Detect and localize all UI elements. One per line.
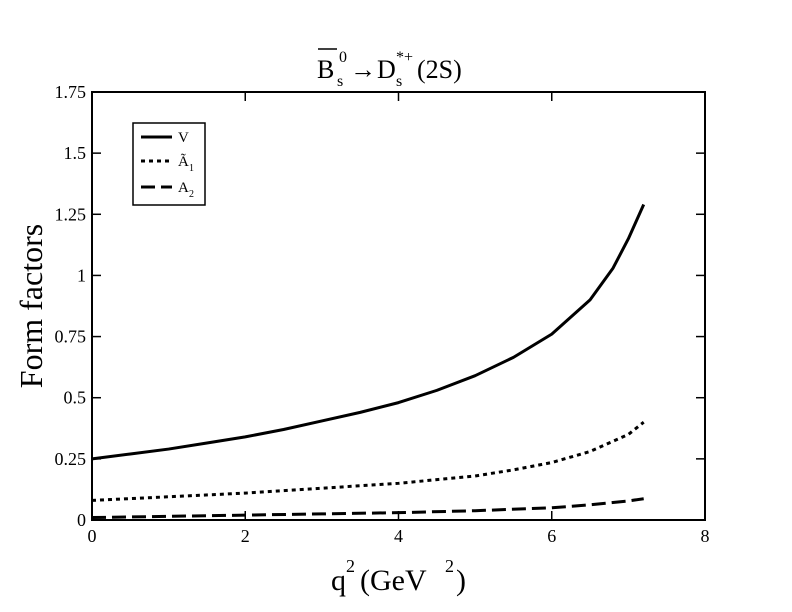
title-d-sub: s (396, 73, 402, 90)
y-tick-label: 0.5 (64, 388, 87, 408)
x-label-q-sup: 2 (346, 556, 355, 576)
title-suffix: (2S) (417, 55, 462, 84)
legend-label-a2-sub: 2 (189, 189, 194, 200)
legend: V Ã 1 A 2 (132, 122, 206, 206)
series-line-v (91, 203, 646, 461)
legend-label-a2: A (178, 180, 189, 196)
title-arrow: → (350, 55, 376, 84)
x-tick-label: 6 (547, 526, 556, 546)
legend-box (132, 122, 206, 206)
legend-label-a1t: Ã (178, 154, 189, 170)
y-tick-label: 0 (77, 510, 86, 530)
y-tick-label: 1.75 (55, 82, 87, 102)
series-layer (91, 203, 646, 520)
x-axis-label: q 2 (GeV 2 ) (331, 556, 466, 597)
x-label-mid-sup: 2 (445, 556, 454, 576)
x-tick-label: 0 (88, 526, 97, 546)
y-tick-label: 0.75 (55, 327, 87, 347)
x-label-mid: (GeV (360, 564, 427, 597)
series-line-a1t (91, 420, 645, 502)
title-b-letter: B (317, 55, 334, 84)
title-b-sup: 0 (339, 49, 347, 66)
chart-title: B 0 s → D *+ s (2S) (317, 48, 462, 90)
y-axis-label: Form factors (13, 224, 49, 388)
title-d-letter: D (377, 55, 396, 84)
y-tick-label: 0.25 (55, 449, 87, 469)
x-tick-label: 8 (701, 526, 710, 546)
y-tick-label: 1.25 (55, 204, 87, 224)
legend-label-a1t-sub: 1 (189, 163, 194, 174)
y-tick-label: 1.5 (64, 143, 87, 163)
x-tick-label: 4 (394, 526, 403, 546)
title-d-sup: *+ (396, 49, 413, 66)
title-b-sub: s (337, 73, 343, 90)
y-tick-label: 1 (77, 265, 86, 285)
x-label-q: q (331, 564, 346, 597)
x-label-end: ) (456, 564, 466, 597)
series-line-a2 (91, 497, 644, 520)
x-tick-label: 2 (241, 526, 250, 546)
y-axis-ticks: 0 0.25 0.5 0.75 1 1.25 1.5 1.75 (55, 82, 705, 530)
legend-label-v: V (178, 130, 189, 146)
